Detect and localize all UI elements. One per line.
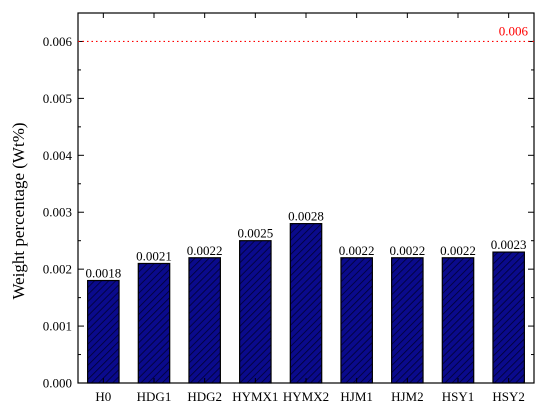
y-tick-label: 0.004 xyxy=(43,148,73,163)
bar xyxy=(239,240,272,384)
x-tick-label: HSY1 xyxy=(442,389,475,404)
bar xyxy=(188,257,221,384)
x-tick-label: H0 xyxy=(95,389,111,404)
data-label: 0.0023 xyxy=(491,237,527,252)
data-label: 0.0022 xyxy=(440,243,476,258)
bar xyxy=(492,251,525,384)
x-tick-label: HJM1 xyxy=(340,389,373,404)
y-tick-label: 0.001 xyxy=(43,319,72,334)
x-tick-label: HYMX2 xyxy=(283,389,329,404)
data-label: 0.0028 xyxy=(288,209,324,224)
y-tick-label: 0.003 xyxy=(43,205,72,220)
bar xyxy=(289,223,323,384)
data-label: 0.0025 xyxy=(237,226,273,241)
y-axis-title: Weight percentage (Wt%) xyxy=(9,122,28,299)
bar xyxy=(441,257,475,384)
x-tick-label: HJM2 xyxy=(391,389,424,404)
y-tick-label: 0.006 xyxy=(43,34,73,49)
x-tick-label: HSY2 xyxy=(492,389,525,404)
x-tick-label: HYMX1 xyxy=(232,389,278,404)
y-tick-label: 0.002 xyxy=(43,262,72,277)
reference-line-label: 0.006 xyxy=(499,23,529,38)
bar xyxy=(137,262,171,384)
plot-area: 0.000 0.001 0.002 0.003 0.004 0.005 0.006 0.006… xyxy=(43,12,535,404)
x-tick-label: HDG1 xyxy=(137,389,172,404)
data-label: 0.0022 xyxy=(187,243,223,258)
y-tick-label: 0.000 xyxy=(43,376,72,391)
data-label: 0.0022 xyxy=(389,243,425,258)
x-tick-label: HDG2 xyxy=(187,389,222,404)
y-tick-label: 0.005 xyxy=(43,91,72,106)
bar xyxy=(391,257,424,384)
bar xyxy=(87,279,120,384)
data-label: 0.0018 xyxy=(85,266,121,281)
data-label: 0.0022 xyxy=(339,243,375,258)
data-label: 0.0021 xyxy=(136,248,172,263)
bar xyxy=(340,257,373,384)
